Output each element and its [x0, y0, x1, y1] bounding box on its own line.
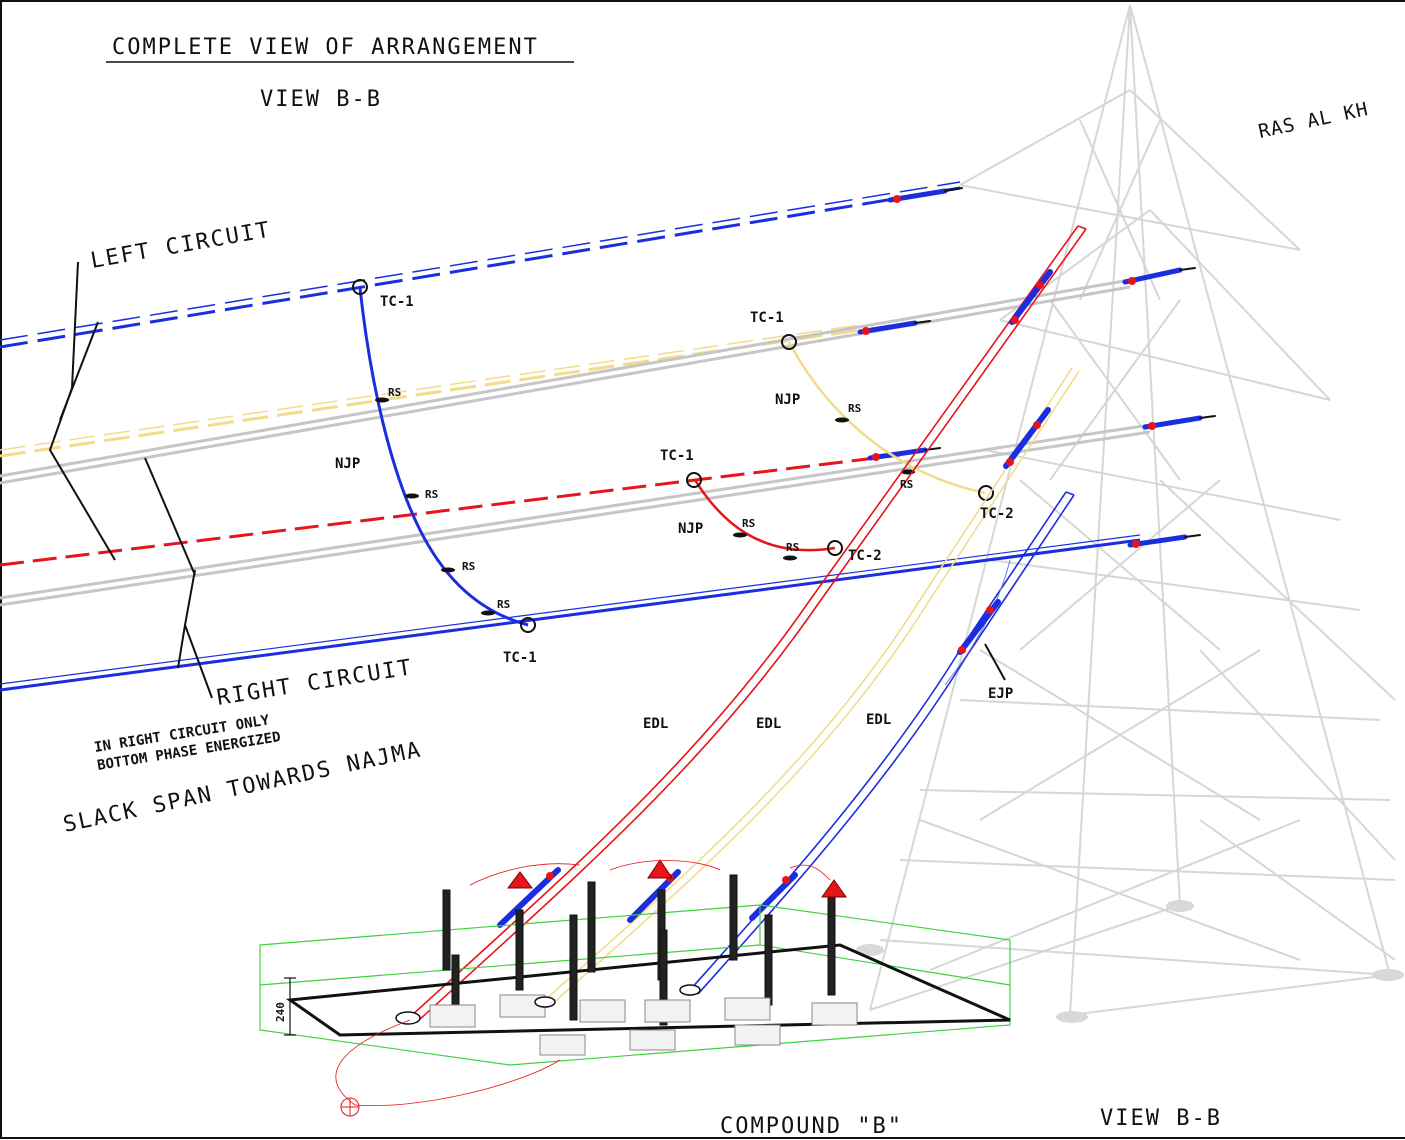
rs-label-1: RS: [388, 386, 401, 399]
edl-label-red: EDL: [643, 716, 668, 732]
right-circuit-de-energized-phases: [0, 278, 1151, 607]
tc1-node-blue-top: [352, 279, 368, 295]
tower-feet: [856, 900, 1404, 1023]
tc2-label-yellow: TC-2: [980, 506, 1014, 522]
tc1-label-red: TC-1: [660, 448, 694, 464]
tc2-label-red: TC-2: [848, 548, 882, 564]
njp-label-yellow: NJP: [775, 392, 800, 408]
rs-label-8: RS: [786, 541, 799, 554]
title-block: COMPLETE VIEW OF ARRANGEMENT VIEW B-B: [106, 35, 574, 112]
compound-b-equipment: [259, 859, 1011, 1117]
left-circuit-middle-phase: [0, 324, 861, 458]
right-circuit-label: RIGHT CIRCUIT: [215, 655, 415, 711]
red-njp-jumper: [686, 472, 843, 561]
red-edl-downlead: [409, 225, 1087, 1022]
main-title: COMPLETE VIEW OF ARRANGEMENT: [112, 35, 539, 60]
downlead-insulator-markers: [546, 281, 1044, 884]
yellow-njp-jumper: [781, 334, 994, 501]
transmission-tower: [869, 4, 1396, 1016]
left-circuit-bottom-phase: [0, 453, 901, 567]
rs-label-6: RS: [900, 478, 913, 491]
ejp-label: EJP: [988, 686, 1013, 702]
rs-label-2: RS: [425, 488, 438, 501]
left-circuit-top-phase: [0, 181, 961, 349]
tc1-node-blue-bottom: [520, 617, 536, 633]
compound-label: COMPOUND "B": [720, 1114, 903, 1139]
rs-label-3: RS: [462, 560, 475, 573]
edl-label-blue: EDL: [866, 712, 891, 728]
destination-label: RAS AL KH: [1256, 98, 1370, 143]
blue-njp-jumper: [352, 279, 536, 633]
right-circuit-bottom-phase: [0, 534, 1141, 692]
yellow-edl-downlead: [544, 367, 1080, 1005]
rs-label-7: RS: [742, 517, 755, 530]
rs-label-5: RS: [848, 402, 861, 415]
view-title-bottom: VIEW B-B: [1100, 1106, 1222, 1131]
tc1-label-blue-top: TC-1: [380, 294, 414, 310]
blue-edl-downlead: [689, 491, 1075, 995]
view-title-top: VIEW B-B: [260, 87, 382, 112]
njp-label-blue: NJP: [335, 456, 360, 472]
tc1-label-blue-bottom: TC-1: [503, 650, 537, 666]
dimension-value: 240: [274, 1002, 287, 1022]
njp-label-red: NJP: [678, 521, 703, 537]
left-circuit-label: LEFT CIRCUIT: [89, 218, 274, 274]
rs-label-4: RS: [497, 598, 510, 611]
tc1-label-yellow: TC-1: [750, 310, 784, 326]
downlead-insulators: [497, 269, 1053, 928]
edl-label-yellow: EDL: [756, 716, 781, 732]
leader-lines: [48, 261, 1006, 699]
tc2-node-red: [827, 540, 843, 556]
tc1-node-yellow: [781, 334, 797, 350]
tc1-node-red: [686, 472, 702, 488]
